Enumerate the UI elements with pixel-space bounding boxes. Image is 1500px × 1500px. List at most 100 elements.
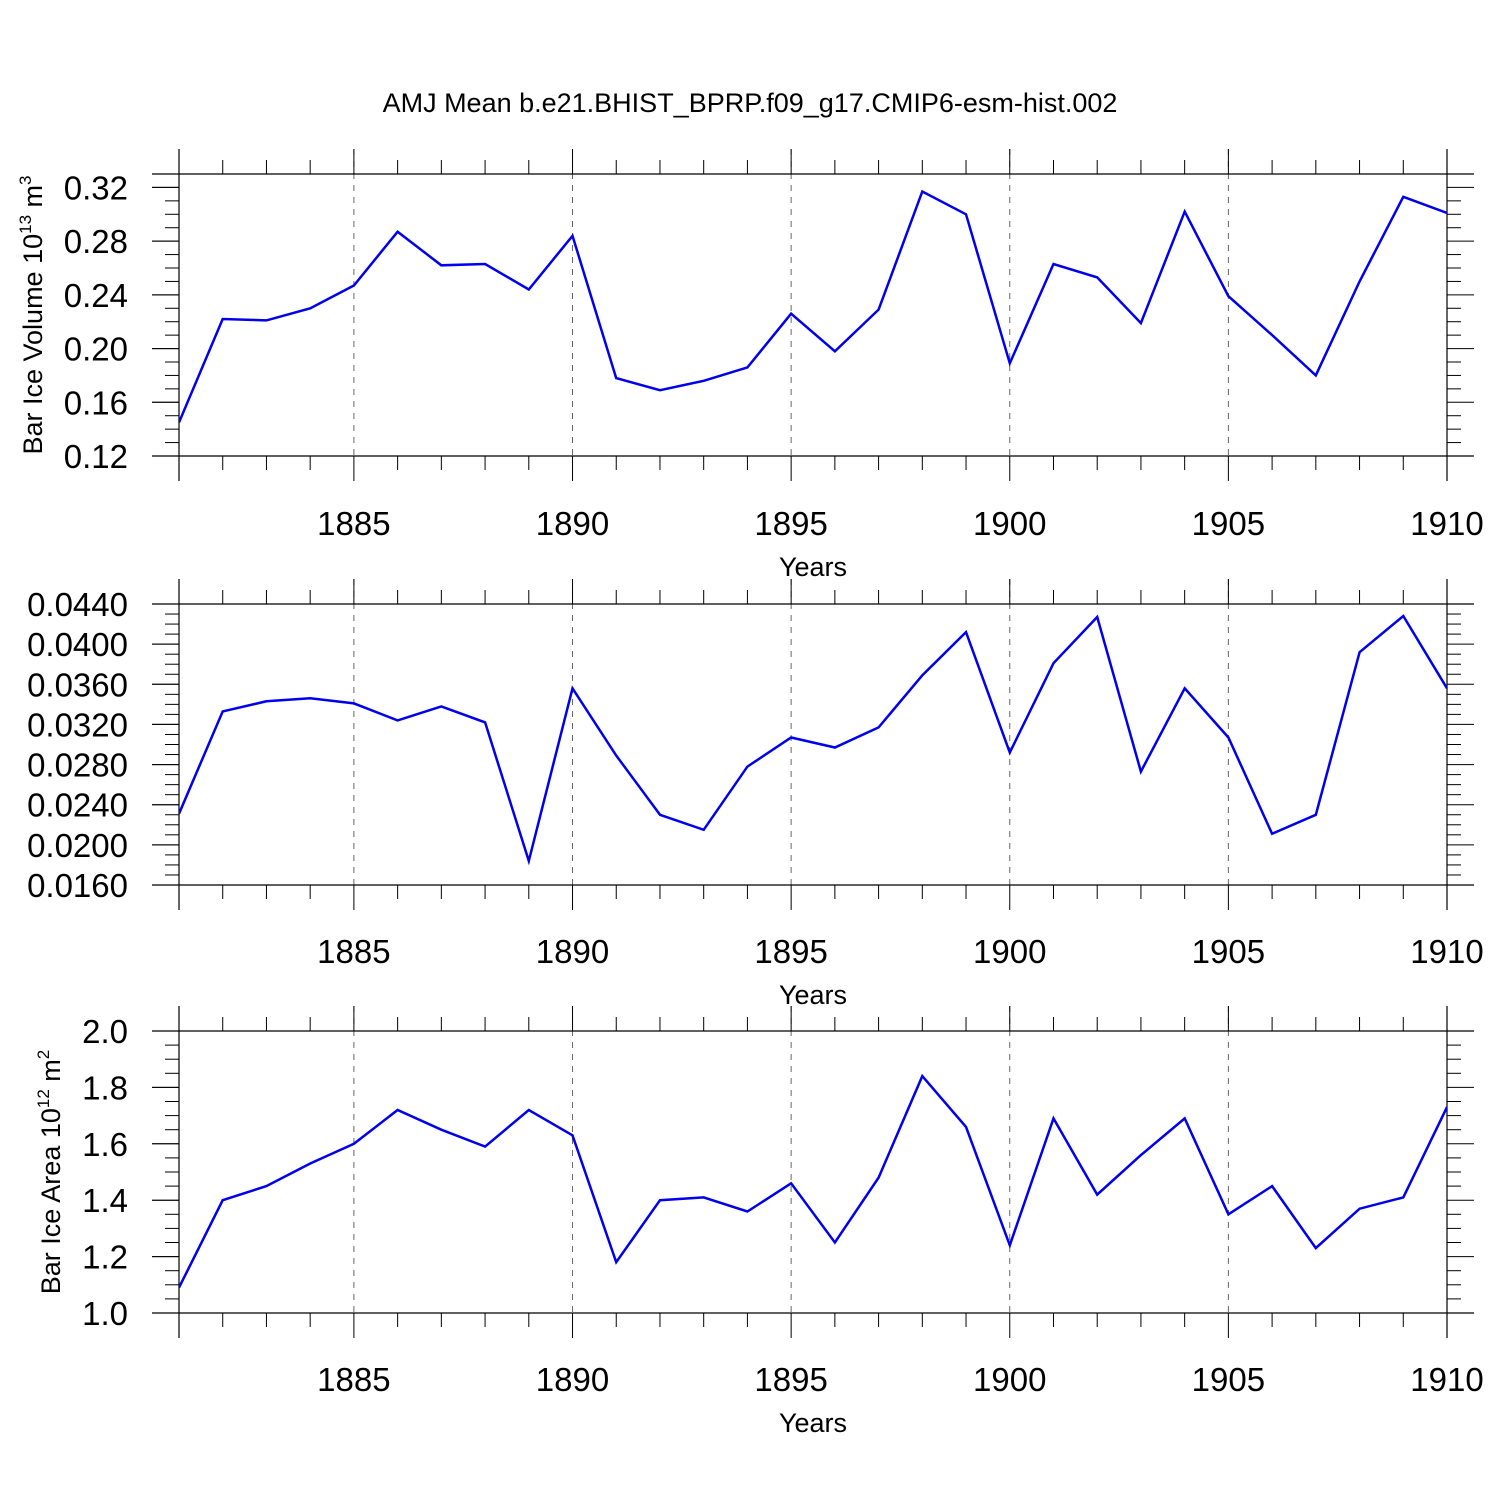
data-point bbox=[658, 1198, 662, 1202]
y-tick-label: 1.0 bbox=[82, 1295, 128, 1332]
data-point bbox=[702, 828, 706, 832]
data-point bbox=[745, 1209, 749, 1213]
data-point bbox=[658, 813, 662, 817]
data-point bbox=[1314, 373, 1318, 377]
data-point bbox=[833, 746, 837, 750]
data-point bbox=[1314, 813, 1318, 817]
data-point bbox=[308, 696, 312, 700]
data-point bbox=[964, 630, 968, 634]
data-point bbox=[1401, 195, 1405, 199]
data-point bbox=[1139, 1153, 1143, 1157]
data-point bbox=[221, 1198, 225, 1202]
panels: 0.120.160.200.240.280.321885189018951900… bbox=[0, 149, 1484, 1438]
data-point bbox=[308, 306, 312, 310]
data-point bbox=[483, 262, 487, 266]
data-point bbox=[745, 365, 749, 369]
data-point bbox=[702, 379, 706, 383]
data-point bbox=[1226, 294, 1230, 298]
data-point bbox=[1095, 275, 1099, 279]
y-axis-label-part: m bbox=[0, 599, 4, 629]
y-axis-label-part: Bar Snow Volume 10 bbox=[0, 648, 4, 900]
data-point bbox=[877, 308, 881, 312]
y-tick-label: 0.0160 bbox=[27, 867, 128, 904]
data-point bbox=[877, 725, 881, 729]
data-point bbox=[1095, 615, 1099, 619]
data-point bbox=[177, 1286, 181, 1290]
series-line bbox=[179, 192, 1447, 423]
y-tick-label: 0.0320 bbox=[27, 706, 128, 743]
data-point bbox=[1183, 1116, 1187, 1120]
panel-snow-volume: 0.01600.02000.02400.02800.03200.03600.04… bbox=[0, 579, 1484, 1010]
data-point bbox=[614, 754, 618, 758]
panel-ice-volume: 0.120.160.200.240.280.321885189018951900… bbox=[16, 149, 1484, 582]
x-tick-label: 1890 bbox=[536, 1361, 609, 1398]
y-tick-label: 0.20 bbox=[64, 331, 128, 368]
x-tick-label: 1910 bbox=[1410, 1361, 1483, 1398]
x-tick-label: 1905 bbox=[1192, 933, 1265, 970]
x-tick-label: 1885 bbox=[317, 1361, 390, 1398]
data-point bbox=[1314, 1246, 1318, 1250]
series-line bbox=[179, 616, 1447, 861]
x-tick-label: 1900 bbox=[973, 1361, 1046, 1398]
data-point bbox=[439, 704, 443, 708]
y-tick-label: 0.0400 bbox=[27, 626, 128, 663]
y-axis-label-superscript: 12 bbox=[34, 1089, 53, 1108]
y-axis-label-part: m bbox=[18, 185, 48, 215]
data-point bbox=[1401, 614, 1405, 618]
y-tick-label: 0.24 bbox=[64, 277, 128, 314]
data-point bbox=[264, 699, 268, 703]
x-axis-label: Years bbox=[779, 1408, 847, 1438]
x-tick-label: 1905 bbox=[1192, 505, 1265, 542]
data-point bbox=[1051, 1116, 1055, 1120]
y-tick-label: 0.0360 bbox=[27, 666, 128, 703]
x-tick-label: 1895 bbox=[754, 505, 827, 542]
data-point bbox=[920, 189, 924, 193]
data-point bbox=[396, 1108, 400, 1112]
y-tick-label: 1.8 bbox=[82, 1069, 128, 1106]
data-point bbox=[1445, 686, 1449, 690]
x-tick-label: 1910 bbox=[1410, 933, 1483, 970]
y-tick-label: 0.28 bbox=[64, 223, 128, 260]
data-point bbox=[1270, 333, 1274, 337]
data-point bbox=[964, 212, 968, 216]
data-point bbox=[1008, 361, 1012, 365]
data-point bbox=[1051, 661, 1055, 665]
data-point bbox=[352, 701, 356, 705]
data-point bbox=[352, 1142, 356, 1146]
y-axis-label-superscript: 13 bbox=[16, 215, 35, 234]
data-point bbox=[264, 1184, 268, 1188]
data-point bbox=[1139, 770, 1143, 774]
figure: AMJ Mean b.e21.BHIST_BPRP.f09_g17.CMIP6-… bbox=[0, 0, 1500, 1500]
x-axis-label: Years bbox=[779, 980, 847, 1010]
y-axis-label-part: Bar Ice Area 10 bbox=[36, 1108, 66, 1294]
y-tick-label: 0.0280 bbox=[27, 747, 128, 784]
data-point bbox=[221, 709, 225, 713]
y-tick-label: 0.0440 bbox=[27, 586, 128, 623]
data-point bbox=[396, 230, 400, 234]
data-point bbox=[920, 1074, 924, 1078]
data-point bbox=[789, 735, 793, 739]
data-point bbox=[571, 686, 575, 690]
data-point bbox=[177, 420, 181, 424]
data-point bbox=[1358, 279, 1362, 283]
data-point bbox=[177, 812, 181, 816]
data-point bbox=[658, 388, 662, 392]
y-tick-label: 0.16 bbox=[64, 384, 128, 421]
data-point bbox=[1183, 210, 1187, 214]
y-axis-label: Bar Snow Volume 1013 m3 bbox=[0, 589, 4, 900]
data-point bbox=[571, 234, 575, 238]
y-tick-label: 0.32 bbox=[64, 169, 128, 206]
panel-ice-area: 1.01.21.41.61.82.01885189018951900190519… bbox=[34, 1006, 1484, 1438]
x-axis-label: Years bbox=[779, 552, 847, 582]
data-point bbox=[221, 317, 225, 321]
x-tick-label: 1885 bbox=[317, 933, 390, 970]
data-point bbox=[920, 673, 924, 677]
data-point bbox=[745, 765, 749, 769]
figure-title: AMJ Mean b.e21.BHIST_BPRP.f09_g17.CMIP6-… bbox=[383, 88, 1118, 118]
data-point bbox=[1270, 1184, 1274, 1188]
series-line bbox=[179, 1076, 1447, 1288]
data-point bbox=[571, 1133, 575, 1137]
data-point bbox=[483, 720, 487, 724]
y-tick-label: 0.0240 bbox=[27, 787, 128, 824]
data-point bbox=[614, 1260, 618, 1264]
